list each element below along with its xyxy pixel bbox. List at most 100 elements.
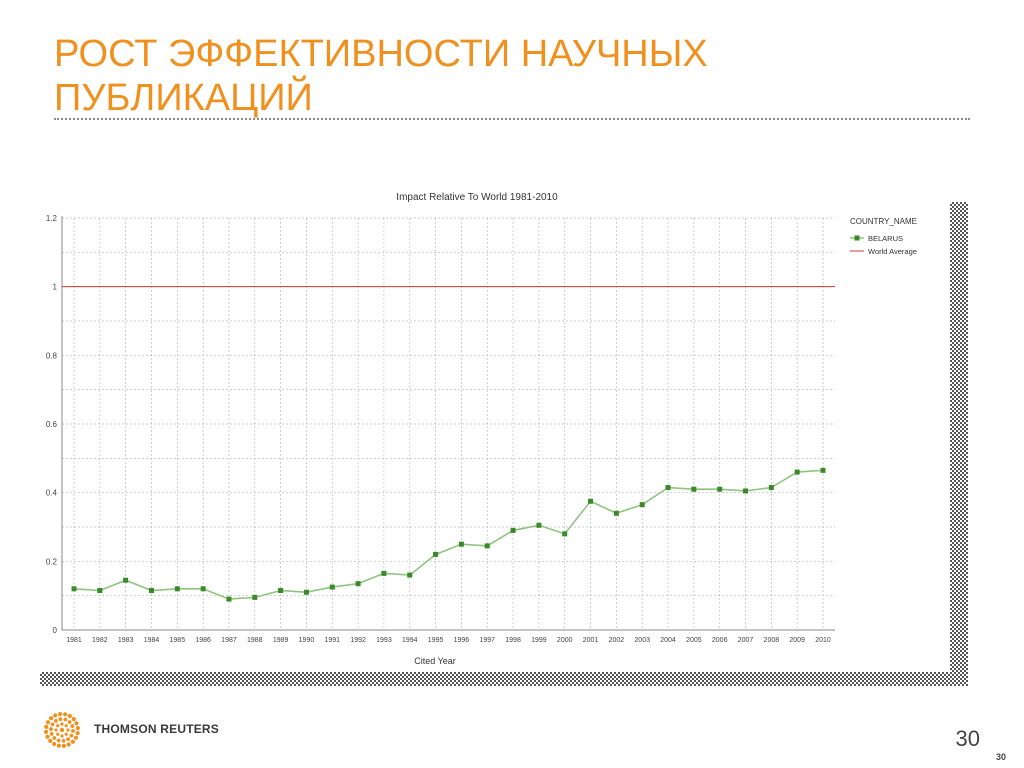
logo-dot [50,722,55,727]
data-point-belarus [613,510,619,516]
x-axis-label: Cited Year [414,656,456,665]
checker-border-bottom [40,672,968,686]
logo-dot [63,717,68,722]
y-tick-label: 0.4 [46,489,58,498]
x-tick-label: 1981 [66,637,82,644]
data-point-belarus [174,586,180,592]
slide-title-line1: РОСТ ЭФФЕКТИВНОСТИ НАУЧНЫХ [54,33,708,75]
logo-text: THOMSON REUTERS [94,722,220,736]
logo-dot [54,728,58,732]
logo-dot [61,738,66,743]
data-point-belarus [278,588,284,594]
page-number-small: 30 [995,752,1006,762]
logo-dot [75,731,80,736]
slide-title: РОСТ ЭФФЕКТИВНОСТИ НАУЧНЫХ ПУБЛИКАЦИЙ [54,32,954,120]
page-number: 30 [955,726,980,751]
logo-dot [59,727,65,733]
chart-series [62,286,835,602]
data-point-belarus [200,586,206,592]
chart-frame: Impact Relative To World 1981-2010 0 0.2 0… [40,185,950,666]
logo-dot [52,736,57,740]
data-point-belarus [665,485,671,491]
data-point-belarus [123,577,129,583]
data-point-belarus [794,469,800,475]
x-tick-label: 1984 [144,637,160,644]
title-divider [54,118,970,120]
logo-dot [70,724,75,728]
logo-dot [49,727,53,731]
logo-dot [56,724,60,728]
logo-dot [71,717,76,722]
data-point-belarus [407,572,413,578]
logo-dot [63,712,68,717]
logo-dot [45,734,50,739]
chart-legend: COUNTRY_NAME BELARUS World Average [850,217,917,256]
logo-dot [56,743,61,748]
data-point-belarus [768,485,774,491]
legend-swatch-marker [854,235,860,241]
logo-dot [57,712,63,717]
logo-dot [69,733,74,738]
logo-dot [66,742,71,747]
data-point-belarus [536,522,542,528]
x-tick-label: 1983 [118,637,134,644]
logo-dot [56,732,60,736]
logo-dot [67,720,72,724]
data-point-belarus [588,498,594,504]
legend-label: World Average [868,247,917,256]
data-point-belarus [148,588,154,594]
x-tick-label: 2005 [686,637,702,644]
x-tick-label: 2010 [815,637,831,644]
data-point-belarus [484,543,490,549]
x-tick-label: 1992 [350,637,366,644]
logo-dot [75,725,80,731]
x-tick-label: 2008 [764,637,780,644]
logo-dot [45,720,51,725]
logo-dot [74,721,79,726]
x-tick-label: 1996 [454,637,470,644]
logo-dot [64,732,68,736]
data-point-belarus [329,584,335,590]
x-tick-label: 1994 [402,637,418,644]
y-tick-labels: 0 0.2 0.4 0.6 0.8 1 1.2 [46,214,58,635]
x-tick-label: 1995 [428,637,444,644]
chart-title: Impact Relative To World 1981-2010 [396,192,558,203]
data-point-belarus [381,570,387,576]
x-tick-labels: 1981 1982 1983 1984 1985 1986 1987 1988 1989 1990… [66,637,831,644]
data-point-belarus [71,586,77,592]
y-tick-label: 1.2 [46,214,58,223]
logo-dot [58,717,63,722]
logo-dot [53,713,58,718]
data-point-belarus [639,502,645,508]
data-point-belarus [355,581,361,587]
data-point-belarus [562,531,568,537]
x-tick-label: 1986 [195,637,211,644]
x-tick-label: 2002 [609,637,625,644]
chart-grid [62,217,835,631]
y-tick-label: 0.2 [46,557,58,566]
y-tick-label: 0.6 [46,420,58,429]
thomson-reuters-logo: THOMSON REUTERS [40,708,300,752]
x-tick-label: 2009 [789,637,805,644]
y-tick-label: 1 [53,283,58,292]
x-tick-label: 1997 [479,637,495,644]
data-point-belarus [510,527,516,533]
logo-dot [56,738,61,743]
x-tick-label: 1989 [273,637,289,644]
logo-dot [44,724,49,729]
logo-dot [52,741,57,747]
y-tick-label: 0 [53,626,58,635]
x-tick-label: 2003 [634,637,650,644]
x-tick-label: 2001 [583,637,599,644]
data-point-belarus [691,486,697,492]
x-tick-label: 1987 [221,637,237,644]
x-tick-label: 1998 [505,637,521,644]
data-point-belarus [252,594,258,600]
logo-dot [71,729,75,733]
checker-border-right [950,202,968,686]
x-tick-label: 1982 [92,637,108,644]
logo-dot [66,737,71,742]
y-tick-label: 0.8 [46,351,58,360]
logo-dot [48,738,53,743]
logo-dot [73,735,79,740]
